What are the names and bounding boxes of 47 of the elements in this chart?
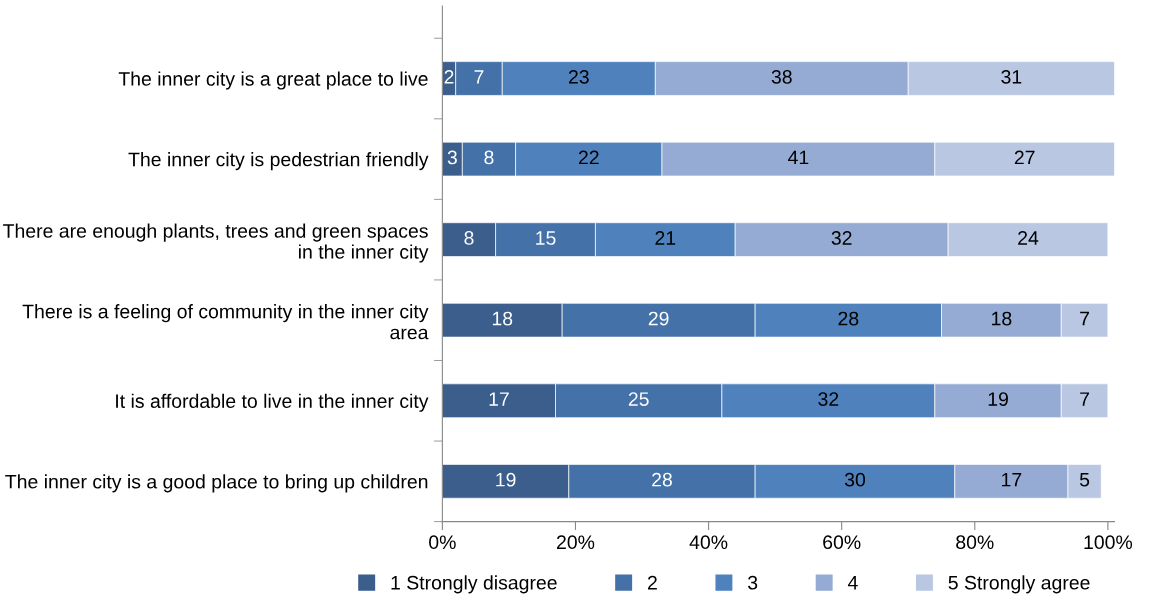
data-label: 28 (652, 472, 672, 487)
x-tick-label: 0% (429, 535, 456, 550)
data-label: 2 (444, 69, 454, 84)
legend-label: 1 Strongly disagree (391, 575, 557, 594)
data-label: 17 (489, 392, 509, 406)
data-label: 19 (496, 472, 516, 487)
data-label: 15 (536, 231, 556, 245)
data-label: 18 (992, 311, 1012, 326)
data-label: 7 (474, 70, 484, 84)
y-tick-label: There are enough plants, trees and green spaces in the inner city (3, 223, 429, 263)
y-tick-label: The inner city is pedestrian friendly (128, 152, 429, 171)
data-label: 3 (447, 150, 457, 165)
data-label: 17 (1002, 472, 1022, 487)
y-tick-label: The inner city is a great place to live (118, 71, 428, 90)
data-label: 7 (1080, 392, 1090, 406)
data-label: 24 (1018, 231, 1039, 245)
legend-label: 4 (847, 576, 858, 590)
x-tick-label: 40% (689, 535, 728, 550)
data-label: 27 (1014, 150, 1035, 165)
data-label: 8 (464, 231, 474, 245)
x-tick-label: 100% (1084, 535, 1133, 550)
data-label: 41 (788, 150, 809, 165)
data-label: 5 (1079, 472, 1090, 487)
legend-label: 3 (747, 575, 758, 590)
data-label: 32 (831, 231, 852, 245)
data-label: 31 (1001, 69, 1022, 84)
data-label: 29 (648, 311, 669, 326)
data-label: 32 (818, 392, 839, 406)
data-label: 38 (771, 69, 792, 84)
data-label: 21 (655, 231, 676, 245)
data-label: 30 (844, 472, 866, 487)
data-label: 18 (492, 311, 513, 326)
x-tick-label: 80% (956, 535, 994, 550)
data-label: 28 (838, 311, 859, 326)
legend-label: 2 (647, 575, 657, 590)
data-label: 7 (1080, 311, 1090, 326)
x-tick-label: 60% (823, 535, 861, 550)
data-label: 8 (484, 150, 494, 165)
x-tick-label: 20% (556, 535, 595, 550)
y-tick-label: There is a feeling of community in the inner city area (22, 304, 429, 340)
data-label: 25 (628, 392, 649, 406)
data-label: 22 (578, 150, 599, 165)
y-tick-label: It is affordable to live in the inner city (116, 393, 429, 412)
y-tick-label: The inner city is a good place to bring up children (5, 474, 428, 493)
data-label: 19 (988, 392, 1008, 406)
data-label: 23 (568, 69, 589, 84)
legend-label: 5 Strongly agree (948, 575, 1090, 594)
